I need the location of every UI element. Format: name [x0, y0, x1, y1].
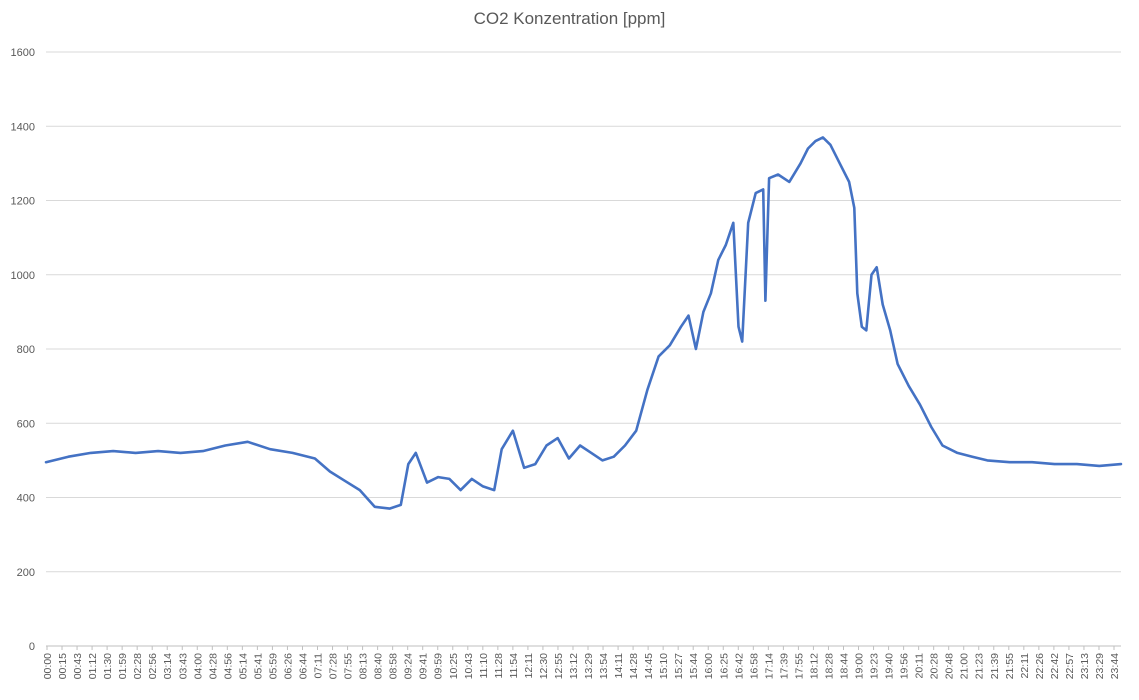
x-tick-label: 01:59	[117, 653, 129, 679]
x-tick-label: 19:56	[899, 653, 911, 679]
x-tick-label: 17:55	[793, 653, 805, 679]
x-tick-label: 14:28	[628, 653, 640, 679]
x-tick-label: 13:54	[598, 653, 610, 679]
x-tick-label: 19:40	[884, 653, 896, 679]
x-tick-label: 19:23	[869, 653, 881, 679]
x-tick-label: 09:24	[403, 653, 415, 679]
x-tick-label: 21:39	[989, 653, 1001, 679]
x-tick-label: 11:54	[508, 653, 520, 679]
x-tick-label: 16:58	[748, 653, 760, 679]
x-tick-label: 12:30	[538, 653, 550, 679]
x-tick-label: 17:14	[763, 653, 775, 679]
series-layer	[44, 136, 1123, 510]
x-tick-label: 20:28	[929, 653, 941, 679]
x-tick-label: 12:11	[523, 653, 535, 679]
x-tick-label: 02:56	[147, 653, 159, 679]
x-tick-label: 10:25	[448, 653, 460, 679]
x-tick-label: 08:58	[388, 653, 400, 679]
y-tick-label: 1000	[11, 270, 35, 282]
x-tick-label: 04:00	[192, 653, 204, 679]
x-tick-label: 07:28	[328, 653, 340, 679]
x-tick-label: 16:42	[733, 653, 745, 679]
x-tick-label: 05:41	[252, 653, 264, 679]
x-tick-label: 09:41	[418, 653, 430, 679]
y-tick-label: 800	[17, 344, 35, 356]
x-tick-label: 11:28	[493, 653, 505, 679]
x-tick-label: 07:11	[313, 653, 325, 679]
y-tick-label: 1400	[11, 121, 35, 133]
y-tick-label: 0	[29, 641, 35, 653]
x-tick-label: 21:00	[959, 653, 971, 679]
x-tick-label: 04:56	[222, 653, 234, 679]
x-tick-label: 17:39	[778, 653, 790, 679]
x-axis-ticks: 00:00 00:15 00:43 01:12 01:30 01:59 02:28 02:56…	[42, 646, 1121, 679]
x-tick-label: 15:10	[658, 653, 670, 679]
x-tick-label: 00:15	[57, 653, 69, 679]
x-tick-label: 20:48	[944, 653, 956, 679]
x-tick-label: 13:12	[568, 653, 580, 679]
x-tick-label: 01:30	[102, 653, 114, 679]
y-axis-ticks: 0 200 400 600 800 1000 1200 1400 1600	[11, 47, 35, 653]
x-tick-label: 19:00	[854, 653, 866, 679]
x-tick-label: 02:28	[132, 653, 144, 679]
y-tick-label: 400	[17, 493, 35, 505]
x-tick-label: 05:59	[267, 653, 279, 679]
x-tick-label: 16:00	[703, 653, 715, 679]
x-tick-label: 10:43	[463, 653, 475, 679]
x-tick-label: 21:23	[974, 653, 986, 679]
series-line-0	[44, 136, 1123, 510]
x-tick-label: 13:29	[583, 653, 595, 679]
x-tick-label: 22:42	[1049, 653, 1061, 679]
x-tick-label: 07:55	[343, 653, 355, 679]
x-tick-label: 22:11	[1019, 653, 1031, 679]
x-tick-label: 20:11	[914, 653, 926, 679]
x-tick-label: 14:11	[613, 653, 625, 679]
x-tick-label: 05:14	[237, 653, 249, 679]
x-tick-label: 01:12	[87, 653, 99, 679]
x-tick-label: 09:59	[433, 653, 445, 679]
x-tick-label: 23:29	[1094, 653, 1106, 679]
x-tick-label: 06:44	[297, 653, 309, 679]
x-tick-label: 00:43	[72, 653, 84, 679]
y-tick-label: 600	[17, 418, 35, 430]
x-tick-label: 03:14	[162, 653, 174, 679]
x-tick-label: 08:13	[358, 653, 370, 679]
x-tick-label: 04:28	[207, 653, 219, 679]
y-tick-label: 200	[17, 567, 35, 579]
x-tick-label: 18:12	[808, 653, 820, 679]
x-tick-label: 16:25	[718, 653, 730, 679]
x-tick-label: 23:44	[1109, 653, 1121, 679]
x-tick-label: 21:55	[1004, 653, 1016, 679]
x-tick-label: 11:10	[478, 653, 490, 679]
x-tick-label: 18:28	[823, 653, 835, 679]
x-tick-label: 22:26	[1034, 653, 1046, 679]
x-tick-label: 00:00	[42, 653, 54, 679]
x-tick-label: 18:44	[838, 653, 850, 679]
x-tick-label: 12:55	[553, 653, 565, 679]
x-tick-label: 15:27	[673, 653, 685, 679]
x-tick-label: 03:43	[177, 653, 189, 679]
gridlines	[46, 51, 1121, 573]
x-tick-label: 08:40	[373, 653, 385, 679]
chart-title: CO2 Konzentration [ppm]	[473, 9, 666, 28]
y-tick-label: 1600	[11, 47, 35, 59]
x-tick-label: 06:26	[282, 653, 294, 679]
y-tick-label: 1200	[11, 196, 35, 208]
x-tick-label: 23:13	[1079, 653, 1091, 679]
x-tick-label: 22:57	[1064, 653, 1076, 679]
x-tick-label: 15:44	[688, 653, 700, 679]
x-tick-label: 14:45	[643, 653, 655, 679]
